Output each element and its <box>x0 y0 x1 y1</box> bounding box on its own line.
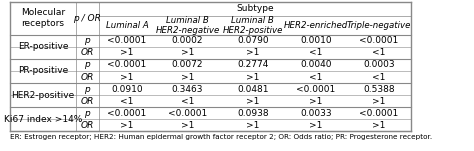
Text: Molecular
receptors: Molecular receptors <box>21 8 65 28</box>
Text: <0.0001: <0.0001 <box>107 60 146 69</box>
Text: 0.0938: 0.0938 <box>237 109 269 118</box>
Text: 0.0040: 0.0040 <box>300 60 332 69</box>
Text: >1: >1 <box>246 48 260 57</box>
Text: 0.2774: 0.2774 <box>237 60 269 69</box>
Text: Triple-negative: Triple-negative <box>346 21 411 30</box>
Text: Luminal B
HER2-positive: Luminal B HER2-positive <box>223 16 283 35</box>
Text: <1: <1 <box>181 97 194 106</box>
Text: >1: >1 <box>372 97 385 106</box>
Text: >1: >1 <box>120 121 134 130</box>
Text: 0.0910: 0.0910 <box>111 85 143 94</box>
Text: <0.0001: <0.0001 <box>296 85 336 94</box>
Text: 0.3463: 0.3463 <box>172 85 203 94</box>
Text: <1: <1 <box>120 97 134 106</box>
Text: OR: OR <box>81 121 94 130</box>
Text: HER2-positive: HER2-positive <box>11 91 74 100</box>
Text: p: p <box>84 109 90 118</box>
Text: Luminal A: Luminal A <box>106 21 148 30</box>
Text: <1: <1 <box>309 48 322 57</box>
Text: p: p <box>84 36 90 45</box>
Text: Subtype: Subtype <box>237 5 274 13</box>
Text: >1: >1 <box>309 121 322 130</box>
Text: 0.0010: 0.0010 <box>300 36 332 45</box>
Text: >1: >1 <box>246 97 260 106</box>
Text: <0.0001: <0.0001 <box>359 109 399 118</box>
Text: ER-positive: ER-positive <box>18 42 68 51</box>
Text: >1: >1 <box>309 97 322 106</box>
Text: 0.0003: 0.0003 <box>363 60 395 69</box>
Text: <1: <1 <box>372 48 385 57</box>
Text: OR: OR <box>81 97 94 106</box>
Text: >1: >1 <box>120 48 134 57</box>
Text: <0.0001: <0.0001 <box>107 109 146 118</box>
Text: >1: >1 <box>246 72 260 82</box>
Text: OR: OR <box>81 48 94 57</box>
Text: OR: OR <box>81 72 94 82</box>
Text: >1: >1 <box>181 72 194 82</box>
Text: >1: >1 <box>120 72 134 82</box>
Text: 0.5388: 0.5388 <box>363 85 395 94</box>
Text: <0.0001: <0.0001 <box>359 36 399 45</box>
Text: 0.0033: 0.0033 <box>300 109 332 118</box>
Text: 0.0002: 0.0002 <box>172 36 203 45</box>
Text: 0.0072: 0.0072 <box>172 60 203 69</box>
Text: >1: >1 <box>372 121 385 130</box>
Text: >1: >1 <box>246 121 260 130</box>
Text: ER: Estrogen receptor; HER2: Human epidermal growth factor receptor 2; OR: Odds : ER: Estrogen receptor; HER2: Human epide… <box>10 134 432 140</box>
Text: HER2-enriched: HER2-enriched <box>284 21 348 30</box>
Text: 0.0790: 0.0790 <box>237 36 269 45</box>
Text: p: p <box>84 60 90 69</box>
Text: <1: <1 <box>309 72 322 82</box>
Text: p: p <box>84 85 90 94</box>
Text: 0.0481: 0.0481 <box>237 85 269 94</box>
Text: <1: <1 <box>372 72 385 82</box>
Text: <0.0001: <0.0001 <box>107 36 146 45</box>
Text: Ki67 index >14%: Ki67 index >14% <box>4 115 82 124</box>
Text: Luminal B
HER2-negative: Luminal B HER2-negative <box>155 16 219 35</box>
Text: >1: >1 <box>181 121 194 130</box>
Text: p / OR: p / OR <box>73 14 101 23</box>
Text: PR-positive: PR-positive <box>18 66 68 76</box>
Text: <0.0001: <0.0001 <box>168 109 207 118</box>
Text: >1: >1 <box>181 48 194 57</box>
